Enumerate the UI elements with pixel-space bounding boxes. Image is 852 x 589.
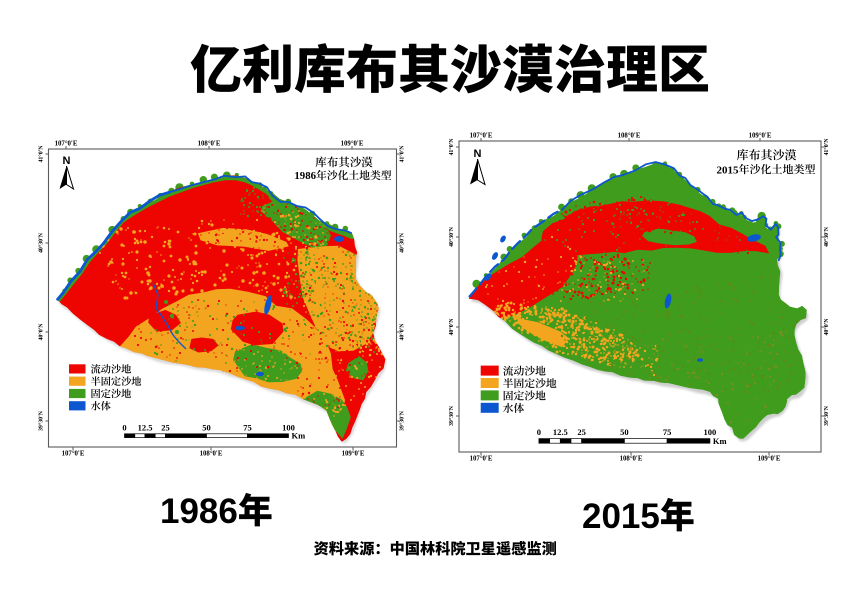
svg-text:40°30'N: 40°30'N <box>399 232 406 253</box>
svg-text:0: 0 <box>537 427 541 437</box>
svg-text:40°30'N: 40°30'N <box>448 226 455 247</box>
svg-text:109°0'E: 109°0'E <box>342 451 365 458</box>
svg-text:2015: 2015 <box>582 497 660 536</box>
svg-text:107°0'E: 107°0'E <box>55 141 78 148</box>
svg-text:2015: 2015 <box>717 164 740 176</box>
svg-text:40°0'N: 40°0'N <box>38 323 45 341</box>
svg-text:39°30'N: 39°30'N <box>823 405 830 426</box>
svg-text:108°0'E: 108°0'E <box>200 451 223 458</box>
svg-text:39°30'N: 39°30'N <box>399 410 406 431</box>
svg-text:12.5: 12.5 <box>553 427 568 437</box>
svg-text:25: 25 <box>577 427 586 437</box>
svg-text:1986: 1986 <box>294 170 316 182</box>
svg-text:100: 100 <box>704 427 717 437</box>
svg-text:50: 50 <box>620 427 629 437</box>
svg-text:39°30'N: 39°30'N <box>448 405 455 426</box>
svg-text:41°0'N: 41°0'N <box>823 138 830 156</box>
svg-text:40°0'N: 40°0'N <box>399 323 406 341</box>
svg-text:109°0'E: 109°0'E <box>758 456 781 463</box>
svg-text:40°30'N: 40°30'N <box>38 232 45 253</box>
svg-text:41°0'N: 41°0'N <box>399 145 406 163</box>
svg-text:41°0'N: 41°0'N <box>448 138 455 156</box>
svg-text:108°0'E: 108°0'E <box>198 141 221 148</box>
svg-text:108°0'E: 108°0'E <box>618 133 641 140</box>
svg-text:12.5: 12.5 <box>138 422 153 432</box>
svg-text:0: 0 <box>122 422 126 432</box>
svg-text:109°0'E: 109°0'E <box>749 133 772 140</box>
svg-text:39°30'N: 39°30'N <box>38 410 45 431</box>
svg-text:75: 75 <box>663 427 672 437</box>
svg-text:40°30'N: 40°30'N <box>823 226 830 247</box>
svg-text:107°0'E: 107°0'E <box>470 456 493 463</box>
svg-text:40°0'N: 40°0'N <box>823 318 830 336</box>
svg-text:108°0'E: 108°0'E <box>620 456 643 463</box>
svg-text:41°0'N: 41°0'N <box>38 145 45 163</box>
svg-text:75: 75 <box>243 422 252 432</box>
svg-text:Km: Km <box>713 436 727 446</box>
svg-text:N: N <box>63 155 71 167</box>
svg-text:100: 100 <box>282 422 295 432</box>
svg-text:107°0'E: 107°0'E <box>470 133 493 140</box>
svg-text:40°0'N: 40°0'N <box>448 318 455 336</box>
svg-text:107°0'E: 107°0'E <box>62 451 85 458</box>
svg-text:50: 50 <box>202 422 211 432</box>
svg-text:109°0'E: 109°0'E <box>341 141 364 148</box>
svg-text:25: 25 <box>161 422 170 432</box>
svg-text:1986: 1986 <box>160 492 238 531</box>
svg-text:Km: Km <box>292 431 306 441</box>
svg-text:N: N <box>474 148 482 160</box>
